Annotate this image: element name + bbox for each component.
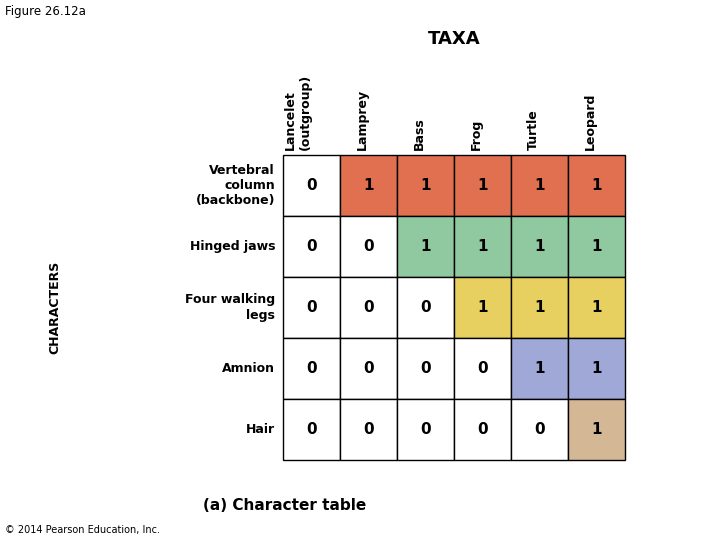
Text: 0: 0 — [534, 422, 545, 437]
Text: TAXA: TAXA — [428, 30, 480, 48]
Text: 1: 1 — [364, 178, 374, 193]
Text: Frog: Frog — [469, 119, 482, 150]
Bar — [454, 338, 511, 399]
Bar — [568, 277, 625, 338]
Text: 0: 0 — [363, 422, 374, 437]
Bar — [511, 155, 568, 216]
Text: Bass: Bass — [413, 117, 426, 150]
Text: 1: 1 — [477, 178, 487, 193]
Text: 0: 0 — [363, 361, 374, 376]
Text: 1: 1 — [477, 239, 487, 254]
Text: 0: 0 — [363, 239, 374, 254]
Text: Lancelet
(outgroup): Lancelet (outgroup) — [284, 74, 312, 150]
Text: Lamprey: Lamprey — [356, 89, 369, 150]
Bar — [454, 399, 511, 460]
Text: 0: 0 — [420, 300, 431, 315]
Text: 1: 1 — [534, 300, 545, 315]
Bar — [511, 277, 568, 338]
Text: Turtle: Turtle — [526, 109, 539, 150]
Bar — [397, 155, 454, 216]
Text: 1: 1 — [534, 239, 545, 254]
Bar — [511, 216, 568, 277]
Text: 0: 0 — [306, 300, 317, 315]
Bar — [511, 338, 568, 399]
Text: 0: 0 — [306, 422, 317, 437]
Text: 1: 1 — [534, 178, 545, 193]
Text: Vertebral
column
(backbone): Vertebral column (backbone) — [196, 164, 275, 207]
Text: 1: 1 — [591, 178, 602, 193]
Text: 1: 1 — [420, 178, 431, 193]
Bar — [397, 399, 454, 460]
Bar — [340, 338, 397, 399]
Bar — [283, 399, 340, 460]
Text: 0: 0 — [363, 300, 374, 315]
Bar — [283, 155, 340, 216]
Text: 0: 0 — [306, 361, 317, 376]
Text: © 2014 Pearson Education, Inc.: © 2014 Pearson Education, Inc. — [5, 525, 160, 535]
Bar — [397, 338, 454, 399]
Text: Four walking
legs: Four walking legs — [185, 294, 275, 321]
Bar — [283, 338, 340, 399]
Text: Hinged jaws: Hinged jaws — [189, 240, 275, 253]
Text: 1: 1 — [534, 361, 545, 376]
Bar — [340, 155, 397, 216]
Text: Figure 26.12a: Figure 26.12a — [5, 5, 86, 18]
Bar — [454, 155, 511, 216]
Text: 0: 0 — [420, 422, 431, 437]
Text: Amnion: Amnion — [222, 362, 275, 375]
Text: 0: 0 — [420, 361, 431, 376]
Bar — [511, 399, 568, 460]
Text: 0: 0 — [306, 178, 317, 193]
Text: 0: 0 — [477, 361, 488, 376]
Text: 1: 1 — [591, 300, 602, 315]
Bar — [568, 216, 625, 277]
Bar — [568, 399, 625, 460]
Text: 1: 1 — [591, 422, 602, 437]
Bar — [397, 277, 454, 338]
Bar — [340, 277, 397, 338]
Text: 0: 0 — [477, 422, 488, 437]
Bar — [340, 216, 397, 277]
Bar — [568, 155, 625, 216]
Text: (a) Character table: (a) Character table — [203, 497, 366, 512]
Text: 1: 1 — [591, 239, 602, 254]
Bar — [454, 277, 511, 338]
Bar — [340, 399, 397, 460]
Bar — [397, 216, 454, 277]
Text: Hair: Hair — [246, 423, 275, 436]
Text: Leopard: Leopard — [583, 93, 596, 150]
Text: 1: 1 — [477, 300, 487, 315]
Bar — [283, 216, 340, 277]
Text: 1: 1 — [591, 361, 602, 376]
Bar — [568, 338, 625, 399]
Bar — [454, 216, 511, 277]
Text: 0: 0 — [306, 239, 317, 254]
Text: 1: 1 — [420, 239, 431, 254]
Bar — [283, 277, 340, 338]
Text: CHARACTERS: CHARACTERS — [48, 261, 61, 354]
